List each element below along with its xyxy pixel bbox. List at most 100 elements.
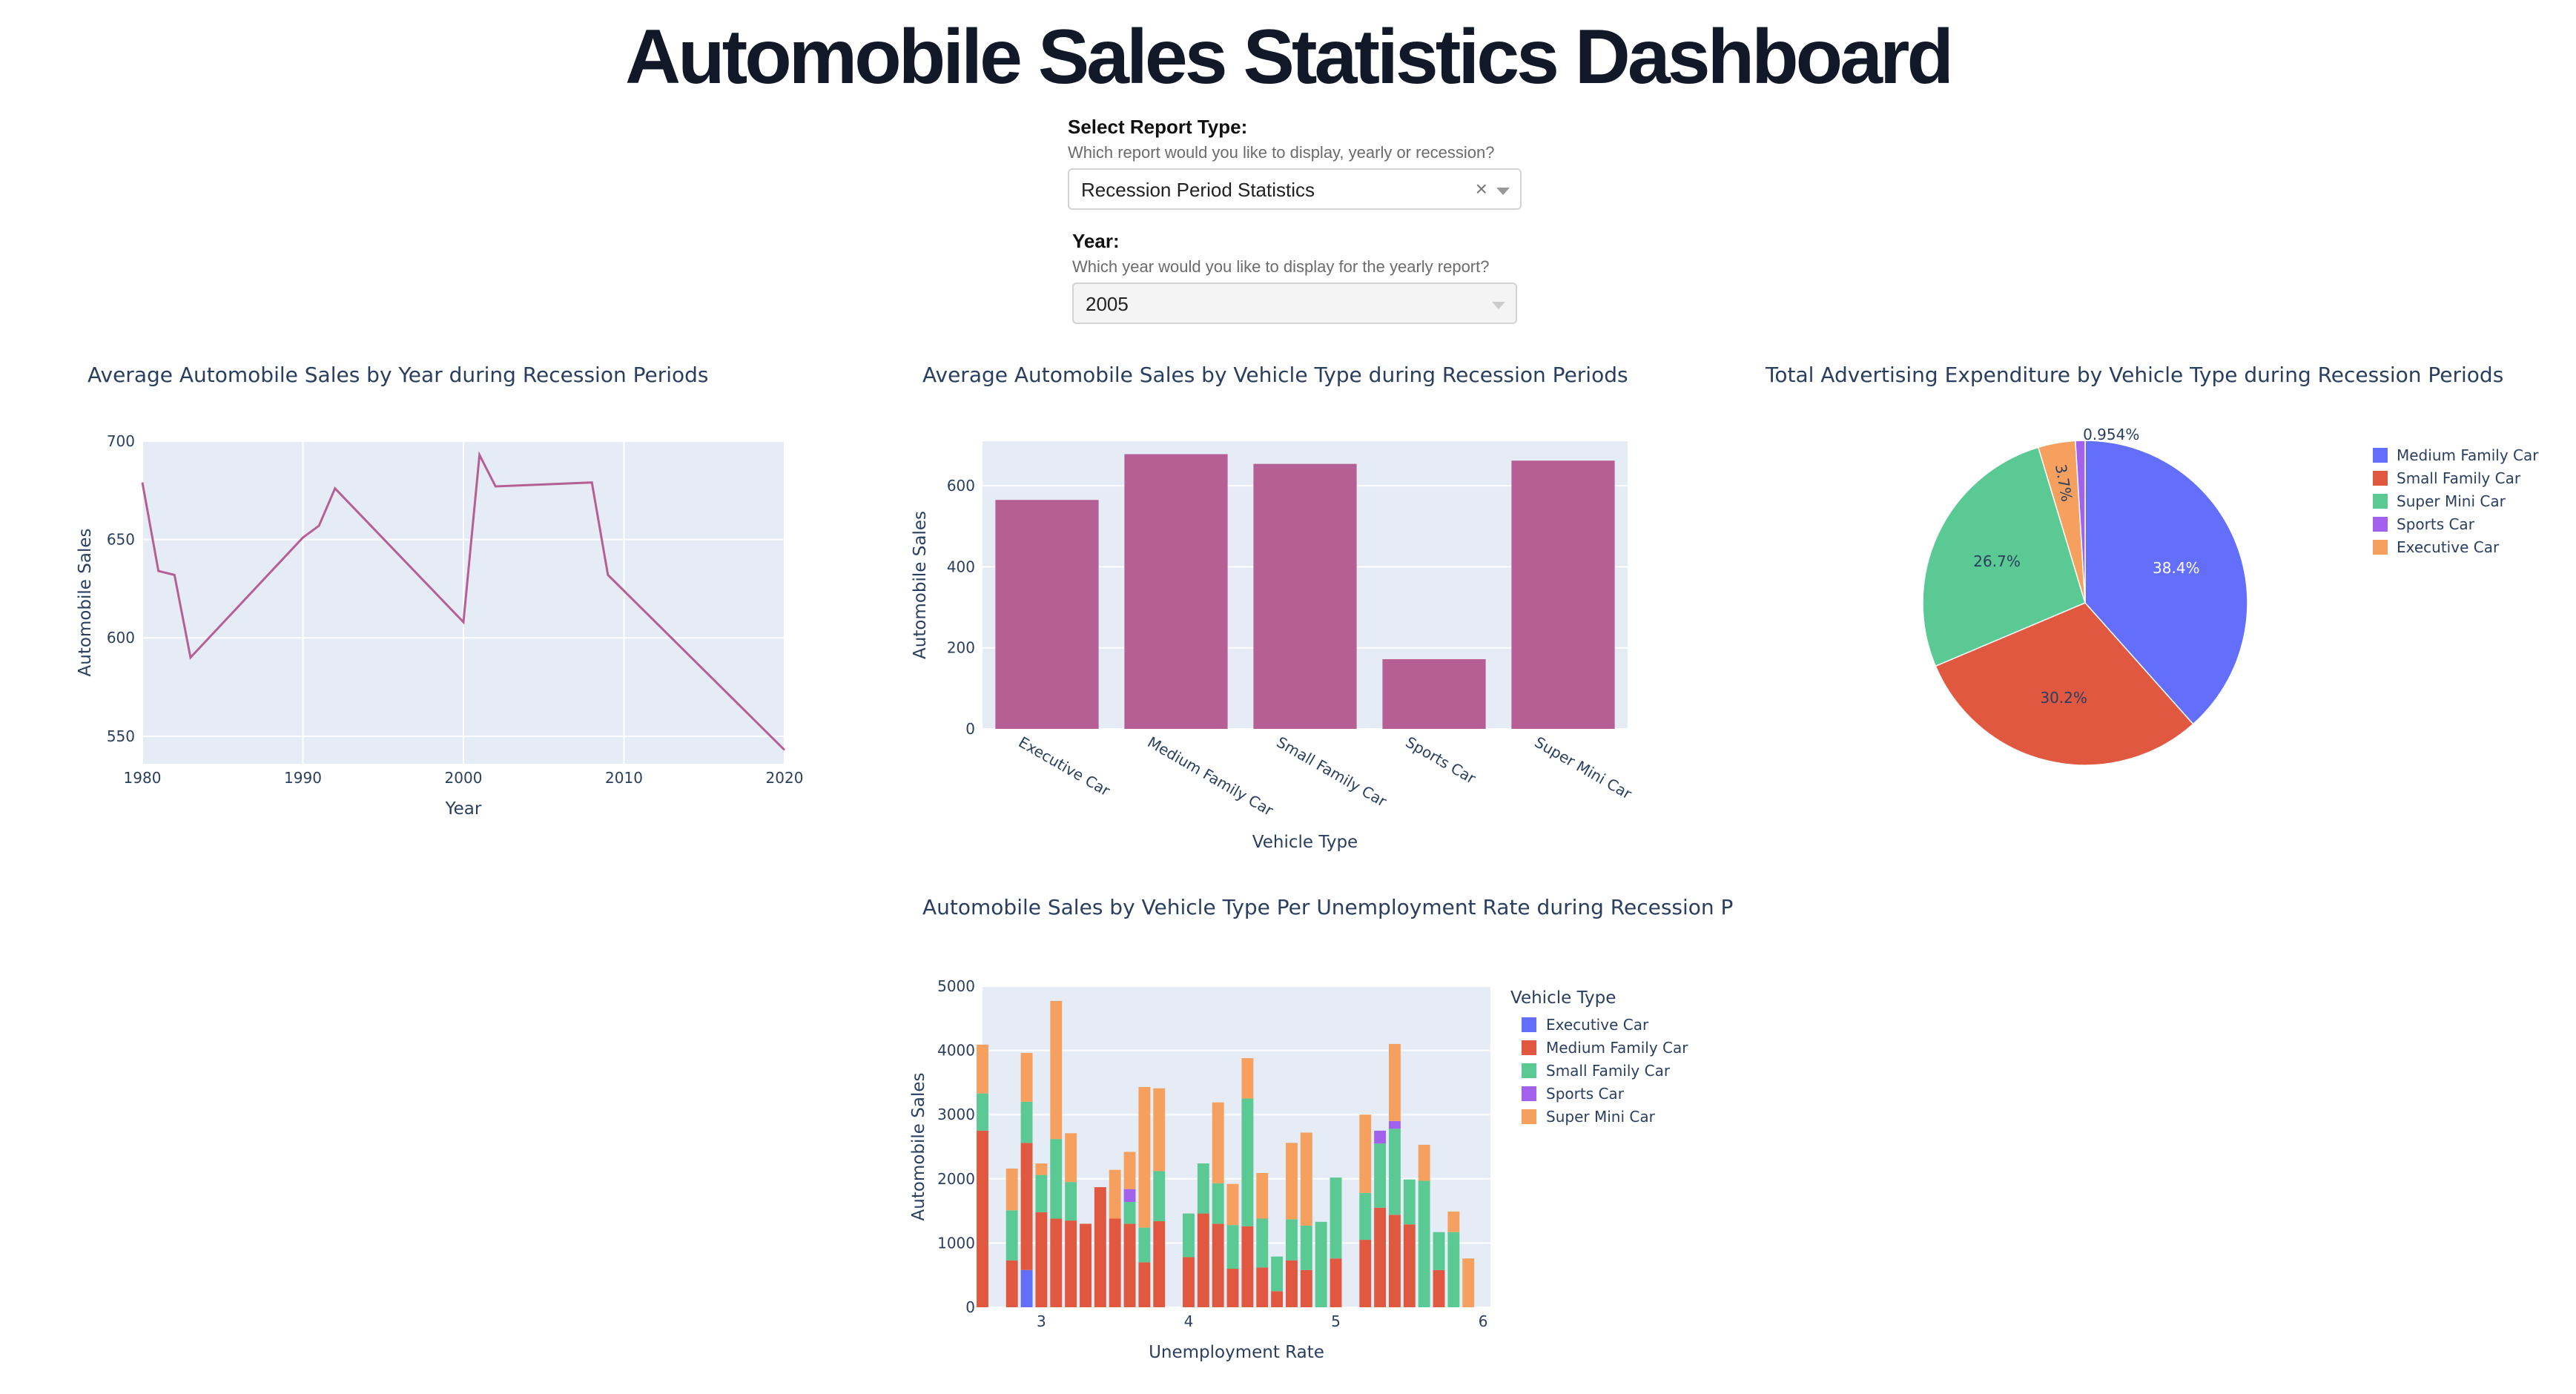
legend-label: Medium Family Car — [1546, 1039, 1688, 1057]
bar-segment — [1138, 1262, 1151, 1307]
legend-swatch — [2373, 540, 2388, 555]
y-tick-label: 2000 — [937, 1170, 975, 1188]
bar-segment — [1035, 1175, 1048, 1212]
x-tick-label: 5 — [1331, 1312, 1341, 1330]
legend-label: Super Mini Car — [1546, 1108, 1656, 1126]
y-tick-label: 5000 — [937, 977, 975, 995]
legend-title: Vehicle Type — [1510, 988, 1616, 1008]
x-tick-label: 6 — [1479, 1312, 1488, 1330]
legend-swatch — [1522, 1040, 1536, 1055]
y-tick-label: 3000 — [937, 1106, 975, 1123]
bar-segment — [1389, 1120, 1401, 1129]
bar-segment — [1330, 1258, 1342, 1307]
bar-segment — [1418, 1144, 1430, 1181]
y-tick-label: 550 — [107, 727, 135, 745]
y-tick-label: 200 — [947, 639, 975, 657]
report-type-dropdown[interactable]: Recession Period Statistics × — [1068, 168, 1522, 210]
bar-segment — [1050, 1000, 1063, 1140]
chart-title: Average Automobile Sales by Year during … — [87, 363, 709, 387]
bar-segment — [977, 1093, 988, 1131]
pie-slice — [1935, 602, 2194, 766]
bar-segment — [1241, 1226, 1254, 1307]
bar-segment — [1374, 1130, 1387, 1144]
legend-label: Executive Car — [2397, 538, 2500, 556]
chart-title: Automobile Sales by Vehicle Type Per Une… — [922, 895, 1733, 919]
legend-label: Small Family Car — [2397, 469, 2521, 487]
bar-segment — [1256, 1173, 1269, 1219]
chart-title: Total Advertising Expenditure by Vehicle… — [1765, 363, 2503, 387]
y-axis-label: Automobile Sales — [909, 1073, 928, 1221]
bar-segment — [1123, 1201, 1136, 1224]
bar-segment — [1286, 1219, 1298, 1261]
bar-segment — [1256, 1267, 1269, 1307]
bar-segment — [1005, 1168, 1018, 1211]
bar-segment — [1241, 1098, 1254, 1226]
bar-segment — [1433, 1269, 1445, 1307]
bar-segment — [1065, 1182, 1077, 1221]
slice-label: 0.954% — [2083, 426, 2139, 443]
bar-segment — [1020, 1101, 1033, 1143]
bar-segment — [1462, 1258, 1475, 1307]
bar-segment — [1020, 1269, 1033, 1307]
report-type-help: Which report would you like to display, … — [1068, 143, 1495, 162]
bar-segment — [1123, 1152, 1136, 1189]
legend-swatch — [2373, 517, 2388, 532]
page-title: Automobile Sales Statistics Dashboard — [624, 14, 1954, 100]
report-type-control: Select Report Type: Which report would y… — [1068, 116, 1522, 210]
y-tick-label: 1000 — [937, 1234, 975, 1252]
year-dropdown[interactable]: 2005 — [1072, 283, 1517, 324]
bar-segment — [1447, 1211, 1460, 1232]
legend-label: Sports Car — [2397, 515, 2475, 533]
bar-segment — [1374, 1207, 1387, 1307]
y-axis-label: Automobile Sales — [911, 511, 930, 659]
legend-swatch — [2373, 448, 2388, 463]
chevron-down-icon[interactable] — [1496, 188, 1510, 195]
legend-label: Executive Car — [1546, 1016, 1649, 1034]
bar — [995, 500, 1099, 729]
bar-segment — [977, 1130, 988, 1307]
clear-icon[interactable]: × — [1475, 177, 1487, 200]
x-axis-label: Year — [445, 799, 482, 819]
bar-segment — [1050, 1139, 1063, 1219]
bar-segment — [1183, 1213, 1195, 1258]
bar-segment — [1256, 1218, 1269, 1268]
vehicle-type-bar-chart: Average Automobile Sales by Vehicle Type… — [911, 363, 1635, 852]
bar-segment — [1212, 1183, 1224, 1224]
legend-label: Small Family Car — [1546, 1062, 1671, 1080]
bar-segment — [1271, 1291, 1284, 1307]
chevron-down-icon[interactable] — [1492, 302, 1505, 309]
year-help: Which year would you like to display for… — [1072, 257, 1490, 276]
y-tick-label: 0 — [965, 720, 975, 738]
bar — [1511, 460, 1615, 729]
bar-segment — [1050, 1218, 1063, 1307]
bar-segment — [1330, 1177, 1342, 1259]
bar-segment — [1065, 1220, 1077, 1307]
x-axis-label: Unemployment Rate — [1149, 1343, 1324, 1362]
bar-segment — [1109, 1218, 1121, 1307]
bar-segment — [1389, 1129, 1401, 1215]
slice-label: 26.7% — [1973, 552, 2021, 570]
advertising-pie-chart: Total Advertising Expenditure by Vehicle… — [1765, 363, 2539, 766]
x-tick-label: 2010 — [605, 769, 643, 787]
x-tick-label: 2020 — [766, 769, 804, 787]
bar-segment — [1433, 1232, 1445, 1270]
x-tick-label: 2000 — [445, 769, 483, 787]
bar-segment — [1359, 1114, 1372, 1193]
x-tick-label: 4 — [1184, 1312, 1194, 1330]
x-axis-label: Vehicle Type — [1252, 833, 1358, 852]
bar — [1382, 659, 1486, 729]
year-control: Year: Which year would you like to displ… — [1072, 230, 1517, 324]
bar-segment — [1035, 1212, 1048, 1307]
bar-segment — [1138, 1086, 1151, 1228]
chart-title: Average Automobile Sales by Vehicle Type… — [922, 363, 1628, 387]
y-tick-label: 600 — [107, 629, 135, 647]
bar-segment — [1359, 1192, 1372, 1241]
y-tick-label: 700 — [107, 432, 135, 450]
bar-segment — [1300, 1132, 1312, 1226]
bar-segment — [1080, 1223, 1092, 1307]
bar-segment — [1109, 1169, 1121, 1219]
bar-segment — [1403, 1224, 1416, 1307]
pie-slice — [1922, 446, 2086, 667]
bar-segment — [1389, 1215, 1401, 1307]
line-chart: Average Automobile Sales by Year during … — [76, 363, 804, 819]
